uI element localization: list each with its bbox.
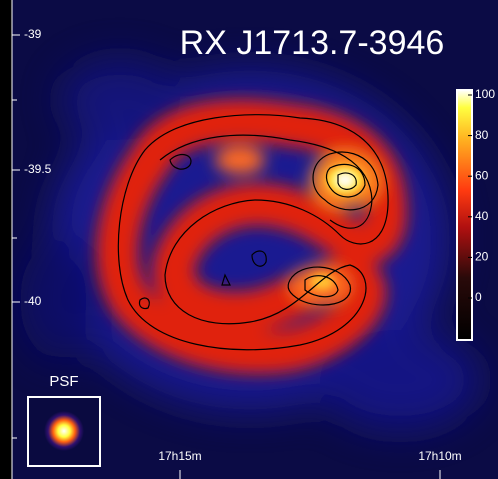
psf-image [44,411,84,451]
dec-tick-label: -39.5 [24,162,52,176]
colorbar-tick-label: 40 [475,209,489,223]
colorbar-tick-label: 60 [475,168,489,182]
dec-tick-label: -40 [24,294,42,308]
dec-tick-label: -39 [24,27,42,41]
ra-tick-label: 17h10m [418,449,461,463]
psf-label: PSF [49,373,78,390]
sky-map: -39 -39.5 -40 17h15m 17h10m RX J1713.7-3946… [0,0,498,479]
colorbar-tick-label: 0 [475,290,482,304]
colorbar-tick-label: 80 [475,128,489,142]
colorbar-tick-label: 100 [475,87,495,101]
colorbar [457,90,472,340]
colorbar-tick-label: 20 [475,250,489,264]
ra-tick-label: 17h15m [158,449,201,463]
title: RX J1713.7-3946 [180,24,445,62]
